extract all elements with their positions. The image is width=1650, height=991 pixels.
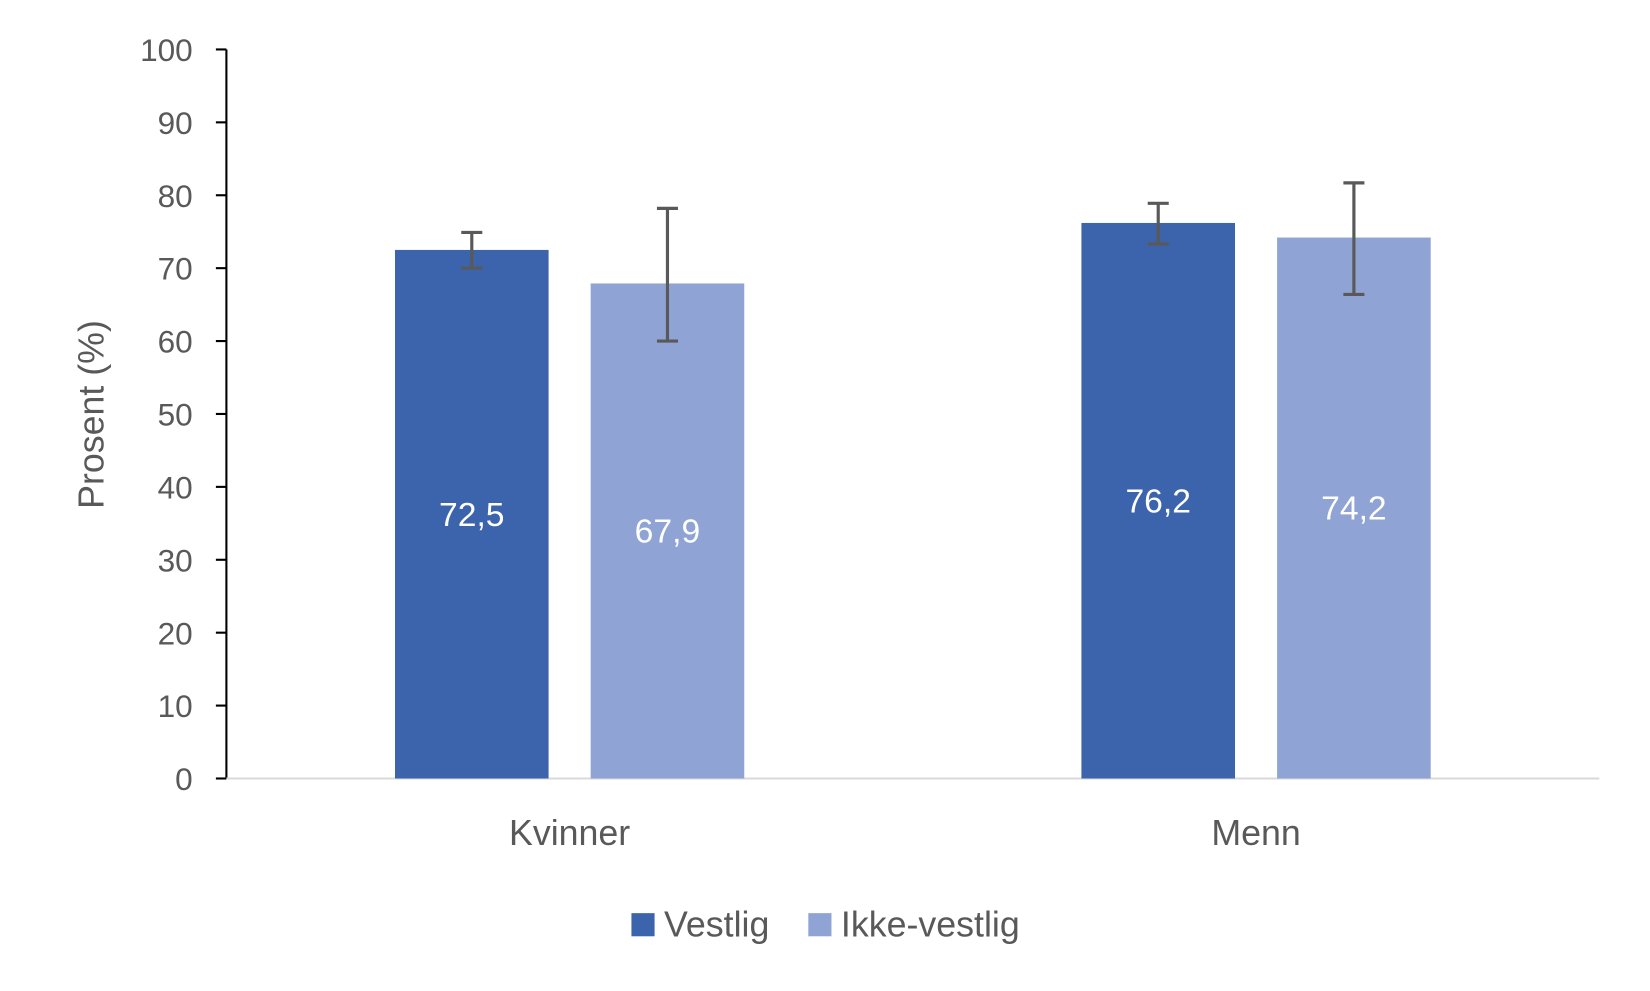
x-tick-label: Kvinner bbox=[509, 813, 630, 853]
bar bbox=[1277, 237, 1431, 779]
data-label: 72,5 bbox=[439, 497, 505, 534]
y-tick-label: 100 bbox=[140, 32, 193, 68]
x-axis: Kvinner Menn bbox=[509, 813, 1301, 853]
y-tick-label: 30 bbox=[158, 542, 193, 578]
y-tick-label: 40 bbox=[158, 469, 193, 505]
y-tick-label: 20 bbox=[158, 615, 193, 651]
legend-swatch bbox=[631, 913, 655, 937]
legend-label: Ikke-vestlig bbox=[841, 904, 1020, 944]
y-tick-label: 60 bbox=[158, 324, 193, 360]
y-tick-label: 80 bbox=[158, 178, 193, 214]
bar bbox=[590, 283, 745, 779]
y-tick-label: 0 bbox=[175, 761, 193, 797]
y-axis-label: Prosent (%) bbox=[71, 320, 111, 509]
bars: 72,5 67,9 76,2 74,2 bbox=[394, 181, 1431, 779]
y-axis: 0 10 20 30 40 50 60 70 80 90 100 bbox=[140, 32, 1600, 797]
data-label: 67,9 bbox=[635, 514, 701, 551]
data-label: 76,2 bbox=[1125, 483, 1191, 520]
y-tick-label: 10 bbox=[158, 688, 193, 724]
y-tick-label: 70 bbox=[158, 251, 193, 287]
y-tick-label: 50 bbox=[158, 397, 193, 433]
bar bbox=[394, 249, 549, 779]
legend-label: Vestlig bbox=[664, 904, 769, 944]
bar bbox=[1081, 222, 1236, 779]
y-tick-label: 90 bbox=[158, 105, 193, 141]
legend: Vestlig Ikke-vestlig bbox=[631, 904, 1020, 944]
data-label: 74,2 bbox=[1321, 491, 1387, 528]
x-tick-label: Menn bbox=[1211, 813, 1300, 853]
legend-swatch bbox=[808, 913, 832, 937]
